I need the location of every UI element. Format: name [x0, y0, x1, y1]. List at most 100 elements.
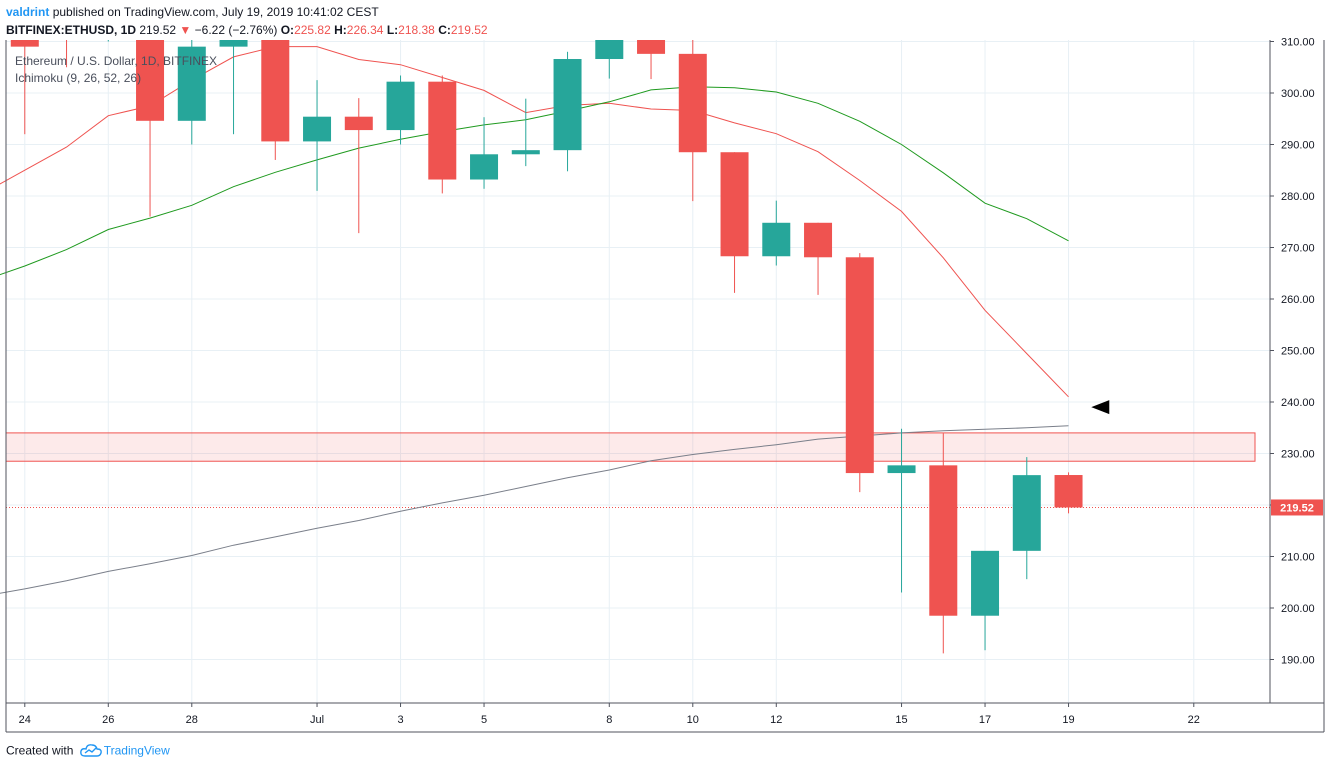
candle-body	[261, 40, 290, 142]
x-tick-label: 17	[979, 714, 991, 726]
candle	[136, 40, 165, 217]
y-tick-label: 230.00	[1281, 449, 1315, 461]
tradingview-cloud-icon	[79, 743, 102, 760]
candle-body	[470, 154, 499, 180]
candle-body	[1012, 475, 1041, 551]
low-label: L:	[386, 23, 399, 37]
candle	[511, 98, 540, 167]
x-tick-label: 10	[687, 714, 699, 726]
candle-body	[762, 222, 791, 257]
indicator-title[interactable]: Ichimoku (9, 26, 52, 26)	[15, 71, 142, 85]
y-tick-label: 270.00	[1281, 243, 1315, 255]
last-price-tag	[1271, 499, 1323, 516]
candle	[929, 433, 958, 654]
x-tick-label: 12	[770, 714, 782, 726]
y-tick-label: 260.00	[1281, 294, 1315, 306]
y-tick-label: 280.00	[1281, 191, 1315, 203]
candle	[177, 40, 206, 145]
candle	[720, 152, 749, 293]
candle-body	[553, 59, 582, 151]
candle	[428, 75, 457, 194]
low-value: 218.38	[398, 23, 435, 37]
candle-body	[136, 40, 165, 121]
y-tick-label: 240.00	[1281, 397, 1315, 409]
candle-body	[637, 40, 666, 54]
candle	[470, 117, 499, 189]
candle	[303, 80, 332, 191]
candle-body	[971, 550, 1000, 616]
last-price-text: 219.52	[139, 23, 177, 37]
x-tick-label: 24	[19, 714, 31, 726]
candle-body	[804, 222, 833, 258]
candle-body	[887, 465, 916, 474]
resistance-zone	[5, 432, 1256, 462]
candle	[553, 51, 582, 172]
candle	[971, 550, 1000, 651]
candle-body	[386, 81, 415, 131]
symbol-label: BITFINEX:ETHUSD, 1D	[6, 23, 137, 37]
y-tick-label: 290.00	[1281, 140, 1315, 152]
tradingview-brand[interactable]: TradingView	[103, 743, 170, 758]
x-tick-label: Jul	[310, 714, 324, 726]
series-title: Ethereum / U.S. Dollar, 1D, BITFINEX	[15, 54, 218, 68]
candle-body	[303, 116, 332, 142]
candle-body	[344, 116, 373, 131]
candle	[10, 40, 39, 135]
candle-body	[428, 81, 457, 180]
candle-body	[929, 465, 958, 616]
candle	[887, 428, 916, 593]
candle-body	[720, 152, 749, 257]
x-tick-label: 19	[1062, 714, 1074, 726]
candle-body	[219, 40, 248, 47]
close-value: 219.52	[450, 23, 488, 37]
x-tick-label: 8	[606, 714, 612, 726]
candle	[386, 75, 415, 145]
lagging-span	[0, 425, 1069, 594]
resistance-zone-layer	[5, 432, 1270, 508]
x-tick-label: 22	[1188, 714, 1200, 726]
candle	[1054, 472, 1083, 514]
grid	[6, 40, 1270, 703]
y-tick-label: 310.00	[1281, 37, 1315, 49]
y-tick-label: 190.00	[1281, 655, 1315, 667]
candles	[10, 40, 1083, 654]
candle-body	[10, 40, 39, 47]
candle-body	[511, 150, 540, 155]
x-tick-label: 28	[186, 714, 198, 726]
candle	[845, 253, 874, 493]
y-tick-label: 300.00	[1281, 88, 1315, 100]
candle	[344, 98, 373, 234]
close-label: C:	[438, 23, 451, 37]
y-tick-label: 250.00	[1281, 346, 1315, 358]
open-value: 225.82	[294, 23, 331, 37]
y-tick-label: 210.00	[1281, 552, 1315, 564]
x-tick-label: 5	[481, 714, 487, 726]
change-text: −6.22 (−2.76%)	[194, 23, 278, 37]
indicator-lines	[0, 46, 1069, 594]
candle	[1012, 457, 1041, 580]
candle-body	[678, 53, 707, 153]
publish-text: published on TradingView.com, July 19, 2…	[52, 5, 379, 19]
candle	[595, 40, 624, 79]
axes: 190.00200.00210.00220.00230.00240.00250.…	[5, 37, 1325, 733]
candle	[762, 200, 791, 266]
candle	[678, 40, 707, 202]
x-tick-label: 3	[397, 714, 403, 726]
candle	[219, 40, 248, 135]
candle	[804, 222, 833, 295]
left-arrow-icon	[1091, 400, 1110, 415]
candle-body	[595, 40, 624, 60]
author-name[interactable]: valdrint	[6, 5, 50, 19]
last-price-tag-label: 219.52	[1280, 502, 1314, 514]
y-tick-label: 200.00	[1281, 603, 1315, 615]
created-with-text: Created with	[6, 743, 74, 758]
ohlc-line: BITFINEX:ETHUSD, 1D 219.52 ▼ −6.22 (−2.7…	[6, 23, 488, 37]
candle	[637, 40, 666, 80]
x-tick-label: 26	[102, 714, 114, 726]
candle-body	[177, 46, 206, 121]
down-arrow-icon: ▼	[179, 23, 192, 37]
annotations	[1091, 400, 1110, 415]
footer: Created with TradingView	[6, 743, 170, 760]
candle-body	[1054, 475, 1083, 508]
